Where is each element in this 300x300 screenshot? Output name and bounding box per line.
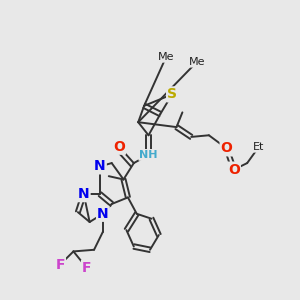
Text: NH: NH <box>139 150 158 160</box>
Text: F: F <box>56 257 65 272</box>
Text: N: N <box>94 159 106 173</box>
Text: S: S <box>167 87 177 101</box>
Text: O: O <box>228 163 240 177</box>
Text: N: N <box>78 187 90 201</box>
Text: Me: Me <box>158 52 174 62</box>
Text: O: O <box>220 141 232 155</box>
Text: Et: Et <box>253 142 265 152</box>
Text: F: F <box>82 261 92 275</box>
Text: O: O <box>113 140 125 154</box>
Text: N: N <box>97 207 109 221</box>
Text: Me: Me <box>189 57 206 67</box>
